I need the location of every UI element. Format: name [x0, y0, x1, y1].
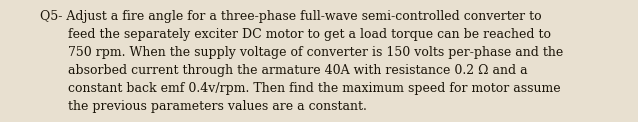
Text: constant back emf 0.4v/rpm. Then find the maximum speed for motor assume: constant back emf 0.4v/rpm. Then find th…	[68, 82, 561, 95]
Text: Q5- Adjust a fire angle for a three-phase full-wave semi-controlled converter to: Q5- Adjust a fire angle for a three-phas…	[40, 10, 542, 23]
Text: absorbed current through the armature 40A with resistance 0.2 Ω and a: absorbed current through the armature 40…	[68, 64, 528, 77]
Text: 750 rpm. When the supply voltage of converter is 150 volts per-phase and the: 750 rpm. When the supply voltage of conv…	[68, 46, 563, 59]
Text: the previous parameters values are a constant.: the previous parameters values are a con…	[68, 100, 367, 113]
Text: feed the separately exciter DC motor to get a load torque can be reached to: feed the separately exciter DC motor to …	[68, 28, 551, 41]
